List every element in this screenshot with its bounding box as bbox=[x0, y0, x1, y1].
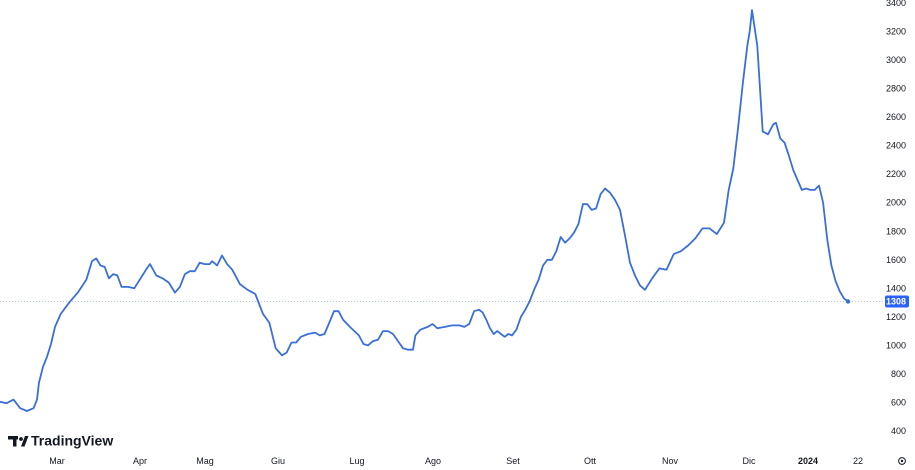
y-axis-tick-label: 1200 bbox=[886, 312, 906, 322]
y-axis-tick-label: 2800 bbox=[886, 84, 906, 94]
x-axis-tick-label: Ott bbox=[584, 456, 597, 466]
tradingview-logo-icon bbox=[8, 436, 29, 447]
y-axis-tick-label: 2200 bbox=[886, 169, 906, 179]
y-axis-tick-label: 600 bbox=[891, 398, 906, 408]
x-axis-tick-label: Lug bbox=[349, 456, 364, 466]
y-axis-tick-label: 800 bbox=[891, 369, 906, 379]
y-axis-tick-label: 400 bbox=[891, 426, 906, 436]
last-value-badge-layer: 1308 bbox=[885, 295, 909, 308]
y-axis-tick-label: 3000 bbox=[886, 55, 906, 65]
settings-gear-icon[interactable] bbox=[898, 457, 906, 465]
x-axis-tick-label: Set bbox=[506, 456, 520, 466]
x-axis-tick-label: Mag bbox=[196, 456, 214, 466]
tradingview-logo: TradingView bbox=[8, 433, 113, 449]
brand-name: TradingView bbox=[31, 433, 113, 449]
x-axis-tick-label: Nov bbox=[662, 456, 679, 466]
x-axis-tick-label: Mar bbox=[49, 456, 65, 466]
y-axis-tick-label: 2000 bbox=[886, 198, 906, 208]
y-axis-tick-label: 2600 bbox=[886, 112, 906, 122]
settings-gear-icon-center bbox=[900, 459, 904, 463]
price-series-line bbox=[0, 9, 849, 412]
y-axis-tick-label: 3200 bbox=[886, 27, 906, 37]
y-axis-tick-label: 1600 bbox=[886, 255, 906, 265]
last-value-label: 1308 bbox=[886, 297, 906, 307]
y-axis-tick-label: 1800 bbox=[886, 226, 906, 236]
x-axis-tick-label: 22 bbox=[853, 456, 863, 466]
x-axis-tick-label: Giu bbox=[271, 456, 285, 466]
y-axis-tick-label: 3400 bbox=[886, 0, 906, 8]
series-layer bbox=[0, 9, 851, 412]
y-axis-tick-label: 2400 bbox=[886, 141, 906, 151]
last-point-marker bbox=[845, 299, 851, 304]
last-value-badge bbox=[885, 295, 909, 308]
x-axis-tick-label: Ago bbox=[425, 456, 441, 466]
x-axis-tick-label: Apr bbox=[133, 456, 147, 466]
y-axis: 3400 3200 3000 2800 2600 2400 2200 2000 1800 1600… bbox=[886, 0, 906, 436]
y-axis-tick-label: 1000 bbox=[886, 340, 906, 350]
x-axis-tick-label: 2024 bbox=[798, 456, 818, 466]
x-axis: Mar Apr Mag Giu Lug Ago Set Ott Nov Dic 2024 22 bbox=[49, 456, 906, 466]
x-axis-tick-label: Dic bbox=[743, 456, 756, 466]
y-axis-tick-label: 1400 bbox=[886, 283, 906, 293]
